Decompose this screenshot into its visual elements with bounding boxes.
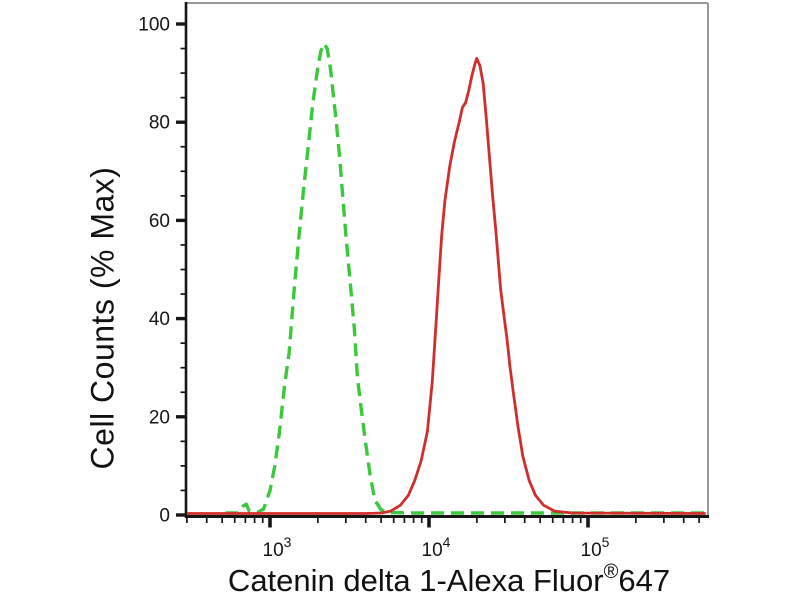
y-tick-label: 60 bbox=[149, 211, 170, 232]
y-tick-label: 100 bbox=[138, 15, 170, 36]
x-axis-title: Catenin delta 1-Alexa Fluor®647 bbox=[227, 560, 671, 599]
x-axis-title-suffix: 647 bbox=[618, 563, 671, 598]
x-tick-label: 103 bbox=[263, 534, 292, 561]
x-tick-label: 104 bbox=[422, 534, 451, 561]
y-tick-label: 80 bbox=[149, 113, 170, 134]
x-axis-title-text: Catenin delta 1-Alexa Fluor bbox=[227, 563, 604, 598]
x-tick-label: 105 bbox=[581, 534, 610, 561]
dashed-green-curve bbox=[225, 41, 706, 515]
y-tick-label: 20 bbox=[149, 407, 170, 428]
y-tick-label: 0 bbox=[159, 506, 170, 527]
registered-trademark-icon: ® bbox=[603, 560, 619, 583]
solid-red-curve bbox=[187, 57, 706, 515]
y-axis-title: Cell Counts (% Max) bbox=[84, 166, 121, 470]
y-tick-label: 40 bbox=[149, 309, 170, 330]
